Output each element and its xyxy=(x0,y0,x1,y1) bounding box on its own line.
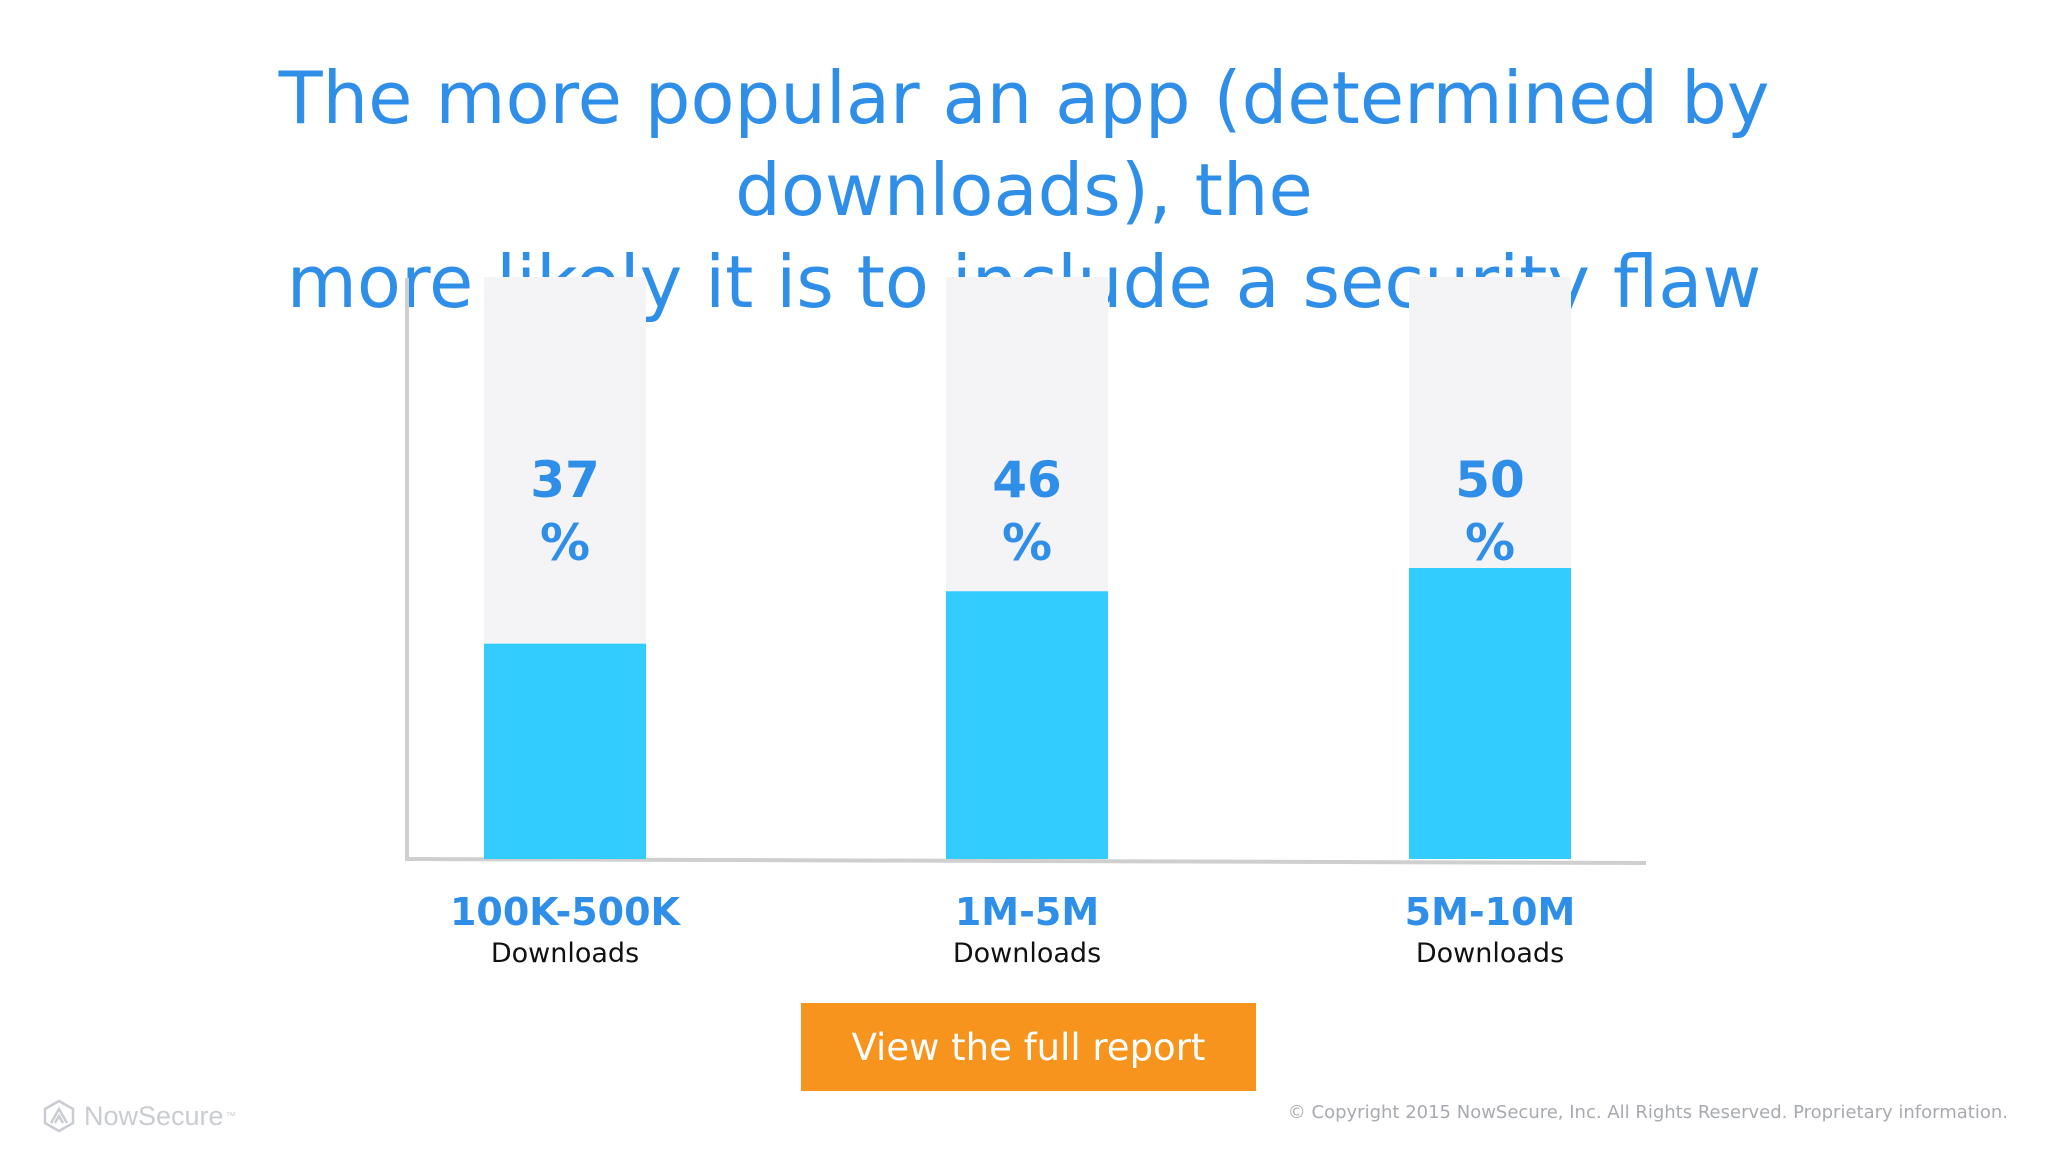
category-label: 5M-10M xyxy=(1405,890,1576,934)
value-label: 37 xyxy=(530,451,600,509)
value-label-suffix: % xyxy=(1465,514,1515,572)
bar xyxy=(1409,568,1571,859)
nowsecure-logo-icon xyxy=(43,1099,75,1133)
value-label: 46 xyxy=(992,451,1062,509)
logo-trademark: ™ xyxy=(225,1110,236,1122)
value-label: 50 xyxy=(1455,451,1525,509)
copyright-notice: © Copyright 2015 NowSecure, Inc. All Rig… xyxy=(1287,1102,2008,1123)
category-label: 100K-500K xyxy=(450,890,682,934)
logo-text: NowSecure xyxy=(84,1100,224,1131)
category-sublabel: Downloads xyxy=(1416,938,1564,969)
category-label: 1M-5M xyxy=(955,890,1099,934)
bar xyxy=(946,591,1108,859)
title-line-1: The more popular an app (determined by d… xyxy=(278,56,1770,232)
category-sublabel: Downloads xyxy=(953,938,1101,969)
category-sublabel: Downloads xyxy=(491,938,639,969)
value-label-suffix: % xyxy=(1002,514,1052,572)
value-label-suffix: % xyxy=(540,514,590,572)
x-axis xyxy=(404,857,1647,865)
bar xyxy=(484,643,646,859)
view-full-report-button[interactable]: View the full report xyxy=(801,1003,1256,1091)
nowsecure-logo: NowSecure ™ xyxy=(42,1096,236,1136)
